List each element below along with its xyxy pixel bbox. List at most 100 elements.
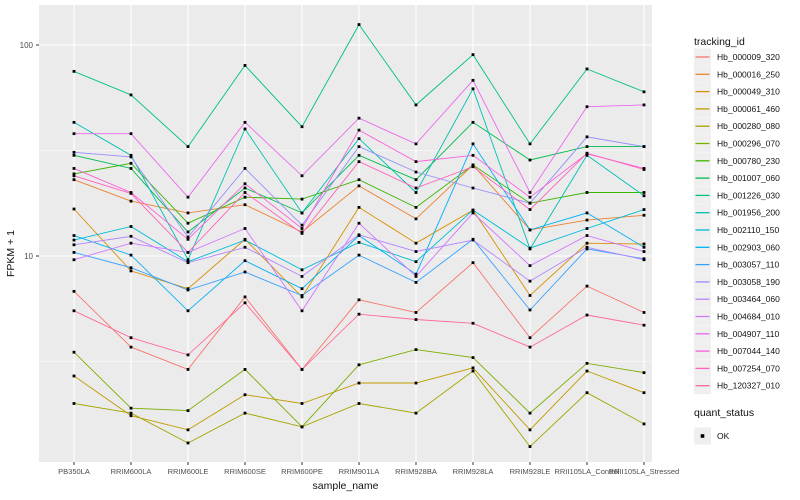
data-point bbox=[642, 311, 646, 314]
data-point bbox=[129, 269, 133, 273]
data-point bbox=[72, 120, 76, 124]
data-point bbox=[129, 345, 133, 349]
x-tick-label: RRIM901LA bbox=[339, 467, 380, 476]
data-point bbox=[243, 245, 247, 249]
data-point bbox=[300, 230, 304, 234]
data-point bbox=[72, 132, 76, 136]
data-point bbox=[642, 258, 646, 262]
data-point bbox=[528, 294, 532, 297]
data-point bbox=[357, 205, 361, 209]
legend-label: Hb_000061_460 bbox=[717, 104, 780, 114]
y-tick-label: 10 bbox=[24, 252, 33, 261]
data-point bbox=[129, 132, 133, 136]
data-point bbox=[186, 368, 190, 371]
data-point bbox=[471, 261, 475, 265]
data-point bbox=[414, 160, 418, 164]
x-tick-label: RRII105LA_Control bbox=[554, 467, 619, 476]
data-point bbox=[72, 309, 76, 313]
data-point bbox=[585, 369, 589, 373]
data-point bbox=[357, 128, 361, 132]
data-point bbox=[129, 153, 133, 157]
data-point bbox=[243, 411, 247, 415]
legend-label: Hb_003057_110 bbox=[717, 260, 780, 270]
data-point bbox=[72, 150, 76, 154]
data-point bbox=[243, 182, 247, 186]
data-point bbox=[528, 336, 532, 340]
data-point bbox=[585, 234, 589, 237]
data-point bbox=[129, 192, 133, 195]
data-point bbox=[72, 174, 76, 178]
data-point bbox=[471, 78, 475, 82]
data-point bbox=[471, 120, 475, 124]
data-point bbox=[528, 308, 532, 312]
legend-label: Hb_000280_080 bbox=[717, 121, 780, 131]
data-point bbox=[528, 201, 532, 205]
data-point bbox=[129, 411, 133, 415]
legend-label: Hb_004684_010 bbox=[717, 312, 780, 322]
data-point bbox=[186, 237, 190, 241]
data-point bbox=[642, 323, 646, 327]
data-point bbox=[642, 145, 646, 148]
data-point bbox=[414, 250, 418, 253]
data-point bbox=[300, 368, 304, 371]
data-point bbox=[528, 228, 532, 232]
data-point bbox=[300, 174, 304, 178]
data-point bbox=[357, 402, 361, 405]
legend-label: Hb_003058_190 bbox=[717, 277, 780, 287]
data-point bbox=[585, 245, 589, 249]
data-point bbox=[186, 261, 190, 265]
data-point bbox=[585, 391, 589, 395]
x-tick-label: RRIM600PE bbox=[281, 467, 323, 476]
data-point bbox=[243, 259, 247, 263]
data-point bbox=[414, 178, 418, 182]
data-point bbox=[300, 197, 304, 201]
legend-label: Hb_007254_070 bbox=[717, 363, 780, 373]
data-point bbox=[300, 223, 304, 227]
data-point bbox=[528, 195, 532, 199]
data-point bbox=[414, 381, 418, 385]
data-point bbox=[186, 230, 190, 234]
data-point bbox=[642, 194, 646, 198]
data-point bbox=[357, 363, 361, 367]
data-point bbox=[471, 163, 475, 167]
data-point bbox=[642, 168, 646, 171]
data-point bbox=[528, 158, 532, 162]
data-point bbox=[471, 369, 475, 373]
x-tick-label: RRIM600LE bbox=[168, 467, 209, 476]
data-point bbox=[129, 336, 133, 340]
data-point bbox=[585, 247, 589, 251]
data-point bbox=[585, 151, 589, 155]
data-point bbox=[243, 167, 247, 170]
data-point bbox=[72, 350, 76, 354]
data-point bbox=[357, 298, 361, 302]
x-tick-label: RRIM928BA bbox=[395, 467, 437, 476]
data-point bbox=[72, 251, 76, 254]
x-tick-label: RRIM928LE bbox=[510, 467, 551, 476]
data-point bbox=[414, 280, 418, 284]
data-point bbox=[414, 205, 418, 209]
data-point bbox=[471, 208, 475, 212]
data-point bbox=[186, 221, 190, 225]
data-point bbox=[642, 191, 646, 194]
data-point bbox=[129, 161, 133, 165]
data-point bbox=[414, 170, 418, 174]
data-point bbox=[186, 211, 190, 215]
data-point bbox=[129, 234, 133, 238]
data-point bbox=[414, 275, 418, 278]
data-point bbox=[414, 241, 418, 245]
data-point bbox=[243, 191, 247, 194]
data-point bbox=[72, 69, 76, 73]
data-point bbox=[243, 238, 247, 242]
data-point bbox=[528, 445, 532, 448]
data-point bbox=[186, 441, 190, 445]
data-point bbox=[129, 225, 133, 228]
data-point bbox=[129, 253, 133, 257]
legend-label: Hb_000009_320 bbox=[717, 52, 780, 62]
data-point bbox=[129, 167, 133, 170]
legend-label: Hb_120327_010 bbox=[717, 381, 780, 391]
data-point bbox=[585, 241, 589, 245]
data-point bbox=[129, 199, 133, 203]
data-point bbox=[72, 289, 76, 293]
data-point bbox=[471, 211, 475, 215]
